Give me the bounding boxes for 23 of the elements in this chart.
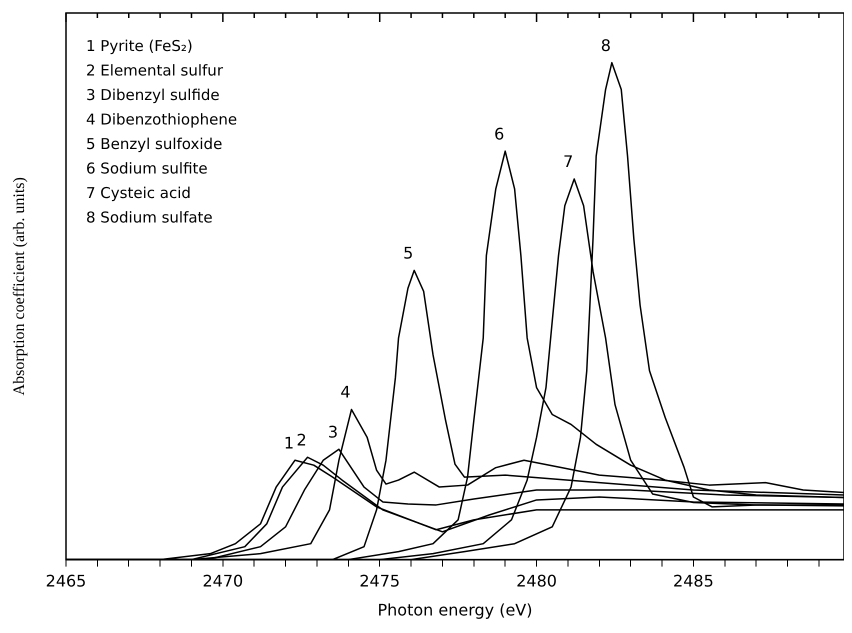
annotation: 8 Sodium sulfate <box>86 208 213 226</box>
annotation: 2 Elemental sulfur <box>86 61 224 80</box>
x-tick-label: 2485 <box>673 571 714 590</box>
series-label: 1 <box>284 433 294 452</box>
annotation: 4 Dibenzothiophene <box>86 110 238 128</box>
series-label: 6 <box>494 124 504 144</box>
annotation: 3 Dibenzyl sulfide <box>86 86 220 104</box>
series-label: 3 <box>328 422 338 442</box>
x-tick-label: 2470 <box>202 571 244 590</box>
annotation: 5 Benzyl sulfoxide <box>86 134 222 153</box>
x-axis-title: Photon energy (eV) <box>378 600 532 620</box>
series-label: 7 <box>563 152 574 172</box>
x-tick-label: 2475 <box>359 571 400 590</box>
series-label: 5 <box>403 244 414 263</box>
legend-label: 8 <box>600 36 611 55</box>
y-axis-title: Absorption coefficient (arb. units) <box>11 177 28 396</box>
annotation: 7 Cysteic acid <box>86 184 191 202</box>
x-tick-label: 2465 <box>46 571 86 590</box>
series-label: 2 <box>296 430 307 450</box>
annotation: 6 Sodium sulfite <box>86 159 208 178</box>
x-tick-label: 2480 <box>516 571 557 590</box>
series-label: 4 <box>340 382 351 402</box>
text: 1 Pyrite (FeS₂) <box>86 36 193 55</box>
